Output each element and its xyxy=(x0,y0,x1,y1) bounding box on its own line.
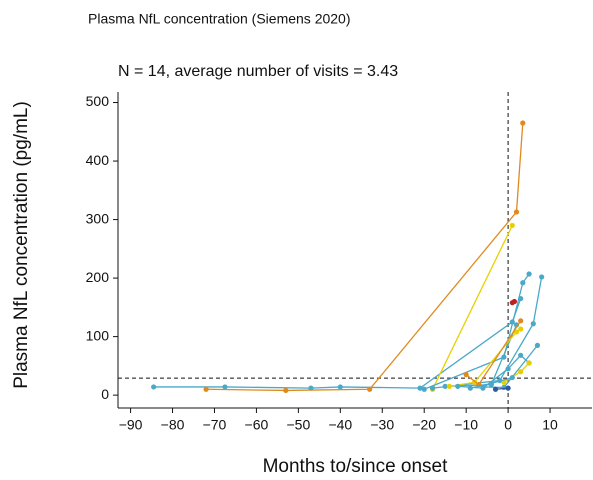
x-tick-label: −10 xyxy=(454,417,478,433)
visit-point xyxy=(520,280,526,286)
visit-point xyxy=(518,352,524,358)
visit-point xyxy=(442,383,448,389)
visit-point xyxy=(337,384,343,390)
x-axis-title: Months to/since onset xyxy=(263,456,449,477)
x-tick-label: −40 xyxy=(328,417,352,433)
visit-point xyxy=(463,372,469,378)
y-tick-label: 500 xyxy=(86,93,110,109)
visit-point xyxy=(467,385,473,391)
y-axis-title: Plasma NfL concentration (pg/mL) xyxy=(11,101,32,389)
visit-point xyxy=(509,374,515,381)
visit-point xyxy=(520,120,526,126)
subject-line xyxy=(432,225,513,390)
visit-point xyxy=(501,379,507,385)
visit-point xyxy=(505,385,511,391)
visit-point xyxy=(455,383,461,389)
visit-point xyxy=(151,384,157,390)
visit-point xyxy=(417,385,423,391)
y-tick-label: 300 xyxy=(86,210,110,226)
visit-point xyxy=(421,386,427,392)
chart-title: Plasma NfL concentration (Siemens 2020) xyxy=(88,11,351,27)
x-tick-label: −80 xyxy=(161,417,185,433)
visit-point xyxy=(526,360,532,366)
visit-point xyxy=(446,383,452,389)
visit-point xyxy=(513,329,520,335)
visit-point xyxy=(530,321,536,327)
visit-point xyxy=(505,366,511,372)
x-tick-label: −20 xyxy=(412,417,436,433)
visit-point xyxy=(509,222,515,229)
visit-point xyxy=(430,385,436,391)
visit-point xyxy=(367,386,373,392)
subject-line xyxy=(432,276,543,389)
visit-point xyxy=(518,369,524,375)
visit-point xyxy=(518,318,524,324)
y-tick-label: 400 xyxy=(86,152,110,168)
visit-point xyxy=(526,271,532,277)
visit-point xyxy=(488,380,494,387)
visit-point xyxy=(283,387,289,394)
chart-subtitle: N = 14, average number of visits = 3.43 xyxy=(118,63,398,80)
visit-point xyxy=(222,384,228,390)
x-tick-label: 0 xyxy=(504,417,512,433)
visit-point xyxy=(518,326,524,332)
y-tick-label: 200 xyxy=(86,269,110,285)
x-tick-label: −90 xyxy=(119,417,143,433)
visit-point xyxy=(203,386,209,392)
x-tick-label: −60 xyxy=(245,417,269,433)
x-tick-label: −30 xyxy=(370,417,394,433)
x-tick-label: −70 xyxy=(203,417,227,433)
visit-point xyxy=(308,385,314,391)
y-tick-label: 0 xyxy=(101,386,109,402)
visit-point xyxy=(539,274,545,280)
visit-point xyxy=(534,342,541,348)
subject-line xyxy=(206,122,524,392)
x-tick-label: 10 xyxy=(542,417,558,433)
visit-point xyxy=(511,298,517,305)
x-tick-label: −50 xyxy=(286,417,310,433)
visit-point xyxy=(492,386,499,392)
y-tick-label: 100 xyxy=(86,327,110,343)
visit-point xyxy=(513,209,520,215)
